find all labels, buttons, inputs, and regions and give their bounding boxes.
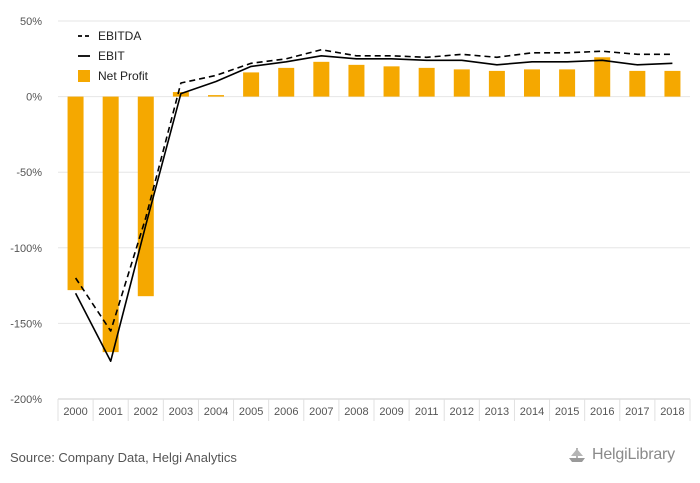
ship-icon <box>569 448 585 462</box>
x-tick-label: 2015 <box>555 406 579 418</box>
x-tick-label: 2017 <box>625 406 649 418</box>
legend-label: EBITDA <box>98 29 141 43</box>
bar-net-profit <box>559 69 576 97</box>
x-tick-label: 2008 <box>344 406 368 418</box>
y-tick-label: -100% <box>10 243 42 255</box>
x-tick-label: 2014 <box>520 406 544 418</box>
bar-net-profit <box>137 96 154 297</box>
legend-label: Net Profit <box>98 69 149 83</box>
x-tick-label: 2011 <box>415 406 439 418</box>
x-axis: 2000 2001 2002 2003 2004 2005 2006 2007 2008 2009… <box>57 398 691 421</box>
bar-net-profit <box>243 72 260 97</box>
logo-text: HelgiLibrary <box>592 446 675 463</box>
y-tick-label: -150% <box>10 318 42 330</box>
x-tick-label: 2000 <box>63 406 87 418</box>
bar-net-profit <box>629 70 646 97</box>
line-ebit <box>74 54 673 363</box>
x-tick-label: 2006 <box>274 406 298 418</box>
bar-net-profit <box>664 70 681 97</box>
bar-net-profit <box>453 69 470 97</box>
bar-net-profit <box>67 96 84 291</box>
legend-swatch-net-profit <box>78 70 90 82</box>
source-note: Source: Company Data, Helgi Analytics <box>10 450 237 465</box>
x-tick-label: 2002 <box>134 406 158 418</box>
helgi-library-logo: HelgiLibrary <box>566 446 675 464</box>
x-tick-label: 2018 <box>660 406 684 418</box>
y-tick-label: 50% <box>20 16 42 28</box>
y-tick-label: -50% <box>16 167 42 179</box>
x-tick-label: 2001 <box>98 406 122 418</box>
bar-net-profit <box>348 64 365 97</box>
x-tick-label: 2013 <box>485 406 509 418</box>
y-tick-label: 0% <box>26 92 42 104</box>
bar-net-profit <box>594 57 611 97</box>
series-lines <box>74 48 673 363</box>
x-tick-label: 2007 <box>309 406 333 418</box>
chart-area: 50%0%-50%-100%-150%-200% 2000 2001 2002 200… <box>10 16 691 421</box>
bar-net-profit <box>524 69 540 97</box>
bar-net-profit <box>418 67 435 97</box>
x-tick-label: 2012 <box>450 406 474 418</box>
bar-net-profit <box>383 66 400 97</box>
bars-net-profit <box>67 57 681 353</box>
legend-label: EBIT <box>98 49 125 63</box>
x-tick-label: 2005 <box>239 406 263 418</box>
x-tick-label: 2003 <box>169 406 193 418</box>
bar-net-profit <box>208 95 224 97</box>
legend: EBITDA EBIT Net Profit <box>78 29 149 83</box>
y-axis-ticks: 50% 0% -50% -100% -150% -200% <box>10 16 42 406</box>
x-tick-label: 2016 <box>590 406 614 418</box>
bar-net-profit <box>313 61 330 97</box>
bar-net-profit <box>488 70 505 97</box>
x-tick-label: 2004 <box>204 406 228 418</box>
line-ebitda <box>74 48 673 332</box>
x-tick-label: 2009 <box>379 406 403 418</box>
bar-net-profit <box>102 96 119 353</box>
bar-net-profit <box>278 67 295 97</box>
y-tick-label: -200% <box>10 394 42 406</box>
